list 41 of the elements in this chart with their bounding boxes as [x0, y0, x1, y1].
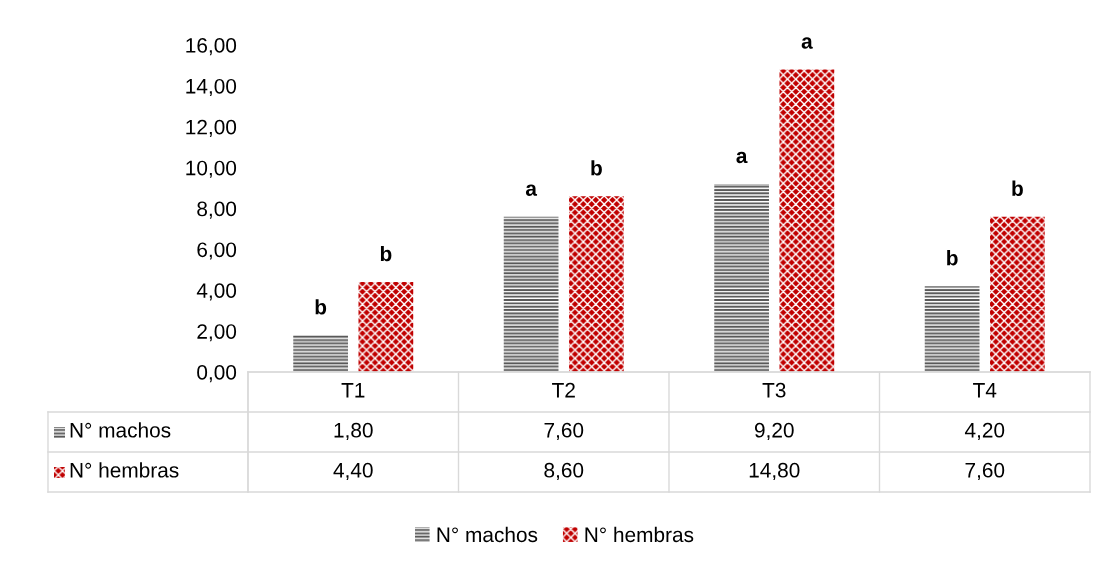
data-label: 14,80: [749, 462, 800, 481]
data-label: 7,60: [965, 462, 1005, 481]
data-label: 4,20: [964, 422, 1005, 441]
annotation: b: [1012, 180, 1023, 196]
bar: [779, 69, 835, 372]
data-label: 7,60: [544, 422, 584, 441]
annotation: a: [525, 184, 538, 196]
y-tick-label: 12,00: [186, 119, 237, 137]
annotation: b: [315, 299, 327, 315]
data-label: 1,80: [334, 422, 373, 441]
bar: [569, 196, 624, 372]
x-tick-label: T3: [762, 382, 786, 398]
y-tick-label: 16,00: [186, 38, 237, 56]
y-tick-label: 4,00: [196, 283, 237, 301]
bar: [358, 282, 414, 372]
y-tick-label: 10,00: [186, 160, 237, 178]
data-label: 8,60: [544, 462, 584, 481]
x-tick-label: T4: [973, 383, 997, 398]
bar: [714, 183, 769, 372]
data-label: 9,20: [754, 422, 794, 441]
legend-label: N° hembras: [585, 526, 694, 543]
text: N° hembras: [70, 462, 179, 478]
annotation: a: [801, 37, 813, 49]
x-tick-label: T2: [552, 382, 575, 398]
annotation: b: [947, 250, 958, 266]
legend-label: N° machos: [70, 422, 171, 438]
annotation: b: [380, 245, 392, 262]
bar: [503, 216, 559, 372]
annotation: a: [736, 151, 748, 164]
bar: [924, 286, 980, 372]
annotation: b: [591, 160, 602, 176]
data-label: 4,40: [333, 462, 373, 481]
x-tick-label: T1: [341, 383, 365, 398]
y-tick-label: 6,00: [197, 242, 237, 260]
bar: [293, 335, 348, 372]
y-tick-label: 14,00: [186, 78, 237, 97]
text: N° machos: [437, 526, 538, 543]
y-tick-label: 2,00: [197, 324, 237, 342]
y-tick-label: 0,00: [197, 365, 237, 383]
bar: [990, 216, 1045, 372]
y-tick-label: 8,00: [197, 201, 237, 219]
